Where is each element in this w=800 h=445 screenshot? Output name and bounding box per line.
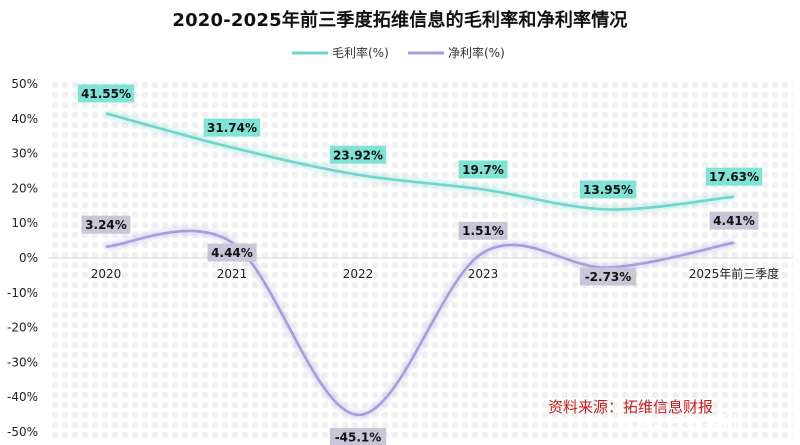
data-label-text: 3.24% [85, 218, 127, 232]
x-tick-label: 2021 [217, 267, 248, 281]
series-line [105, 229, 735, 417]
data-label-box [579, 180, 637, 199]
x-tick-label: 2020 [91, 267, 122, 281]
data-labels: 41.55% 31.74% 23.92% 19.7% 13.95% 17.63% 3.24%… [77, 84, 763, 445]
x-tick-label: 2025年前三季度 [689, 266, 780, 281]
y-tick-label: 0% [19, 251, 38, 265]
series-line [105, 112, 735, 211]
data-label-box [77, 84, 135, 103]
data-label-text: 13.95% [583, 183, 633, 197]
y-tick-label: 20% [11, 181, 38, 195]
x-tick-label: 2022 [343, 267, 374, 281]
data-label-box [81, 215, 131, 234]
y-tick-label: 40% [11, 112, 38, 126]
series-lines [104, 109, 735, 420]
y-axis: 50% 40% 30% 20% 10% 0% -10% -20% -30% -40% -50% [7, 77, 38, 439]
data-label-text: -45.1% [335, 430, 382, 444]
data-label: 41.55% [77, 84, 135, 103]
data-label: 4.41% [709, 211, 759, 230]
y-tick-label: -40% [7, 390, 38, 404]
data-label-text: 23.92% [333, 148, 383, 162]
data-label-box [207, 243, 257, 262]
data-label-text: 31.74% [207, 121, 257, 135]
data-label-text: 41.55% [81, 87, 131, 101]
y-tick-label: -30% [7, 355, 38, 369]
data-label: -2.73% [579, 267, 637, 286]
data-label-text: 4.44% [211, 246, 253, 260]
y-tick-label: -50% [7, 425, 38, 439]
data-label-text: 4.41% [713, 214, 755, 228]
data-label: 31.74% [203, 118, 261, 137]
data-label: 3.24% [81, 215, 131, 234]
data-label-text: 1.51% [462, 224, 504, 238]
data-label: 4.44% [207, 243, 257, 262]
watermark: 雪球：三板套利 [618, 412, 737, 433]
y-tick-label: 50% [11, 77, 38, 91]
data-label-box [203, 118, 261, 137]
data-label-box [705, 167, 763, 186]
data-label-text: -2.73% [585, 270, 632, 284]
source-note: 资料来源：拓维信息财报 [548, 398, 713, 416]
data-label-text: 19.7% [462, 163, 504, 177]
y-tick-label: 30% [11, 147, 38, 161]
data-label: 1.51% [458, 221, 508, 240]
y-tick-label: -20% [7, 321, 38, 335]
data-label: 23.92% [329, 145, 387, 164]
data-label: -45.1% [329, 427, 387, 445]
legend: 毛利率(%) 净利率(%) [292, 45, 505, 60]
data-label-box [709, 211, 759, 230]
data-label-box [458, 221, 508, 240]
data-label-box [329, 145, 387, 164]
legend-label: 净利率(%) [448, 45, 505, 60]
data-label: 17.63% [705, 167, 763, 186]
data-label-box [329, 427, 387, 445]
data-label-box [458, 160, 508, 179]
x-tick-label: 2023 [468, 267, 499, 281]
chart-title: 2020-2025年前三季度拓维信息的毛利率和净利率情况 [172, 10, 628, 31]
data-label: 13.95% [579, 180, 637, 199]
data-label-box [579, 267, 637, 286]
data-label-text: 17.63% [709, 170, 759, 184]
y-tick-label: 10% [11, 216, 38, 230]
y-tick-label: -10% [7, 286, 38, 300]
legend-label: 毛利率(%) [332, 45, 389, 60]
data-label: 19.7% [458, 160, 508, 179]
